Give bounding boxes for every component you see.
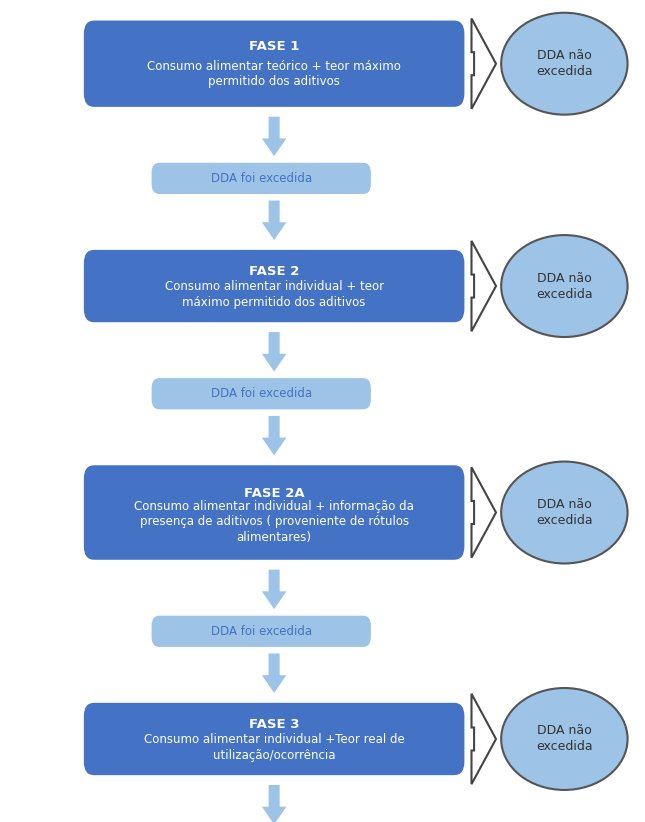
Text: Consumo alimentar teórico + teor máximo
permitido dos aditivos: Consumo alimentar teórico + teor máximo …: [147, 60, 401, 88]
FancyBboxPatch shape: [84, 21, 464, 107]
Ellipse shape: [501, 462, 628, 564]
Polygon shape: [262, 653, 286, 693]
Text: Consumo alimentar individual + teor
máximo permitido dos aditivos: Consumo alimentar individual + teor máxi…: [164, 280, 384, 309]
Text: DDA não
excedida: DDA não excedida: [536, 498, 593, 527]
Polygon shape: [262, 570, 286, 609]
Text: FASE 2: FASE 2: [249, 265, 299, 278]
Polygon shape: [262, 416, 286, 455]
Text: DDA não
excedida: DDA não excedida: [536, 271, 593, 301]
Polygon shape: [471, 468, 496, 558]
Polygon shape: [471, 241, 496, 331]
Text: FASE 3: FASE 3: [249, 718, 299, 731]
Text: DDA foi excedida: DDA foi excedida: [211, 625, 312, 638]
Text: Consumo alimentar individual +Teor real de
utilização/ocorrência: Consumo alimentar individual +Teor real …: [144, 733, 404, 762]
Text: FASE 2A: FASE 2A: [244, 487, 304, 500]
Polygon shape: [262, 332, 286, 372]
Polygon shape: [471, 18, 496, 109]
Text: FASE 1: FASE 1: [249, 40, 299, 53]
FancyBboxPatch shape: [152, 163, 371, 194]
FancyBboxPatch shape: [152, 378, 371, 409]
FancyBboxPatch shape: [84, 703, 464, 775]
Text: Consumo alimentar individual + informação da
presença de aditivos ( proveniente : Consumo alimentar individual + informaçã…: [134, 500, 414, 544]
FancyBboxPatch shape: [84, 465, 464, 560]
Polygon shape: [262, 117, 286, 156]
Ellipse shape: [501, 12, 628, 115]
Ellipse shape: [501, 235, 628, 337]
Text: DDA não
excedida: DDA não excedida: [536, 49, 593, 78]
FancyBboxPatch shape: [84, 250, 464, 322]
Ellipse shape: [501, 688, 628, 790]
Polygon shape: [262, 201, 286, 240]
Text: DDA não
excedida: DDA não excedida: [536, 724, 593, 754]
Polygon shape: [262, 785, 286, 822]
Text: DDA foi excedida: DDA foi excedida: [211, 172, 312, 185]
Polygon shape: [471, 694, 496, 784]
Text: DDA foi excedida: DDA foi excedida: [211, 387, 312, 400]
FancyBboxPatch shape: [152, 616, 371, 647]
